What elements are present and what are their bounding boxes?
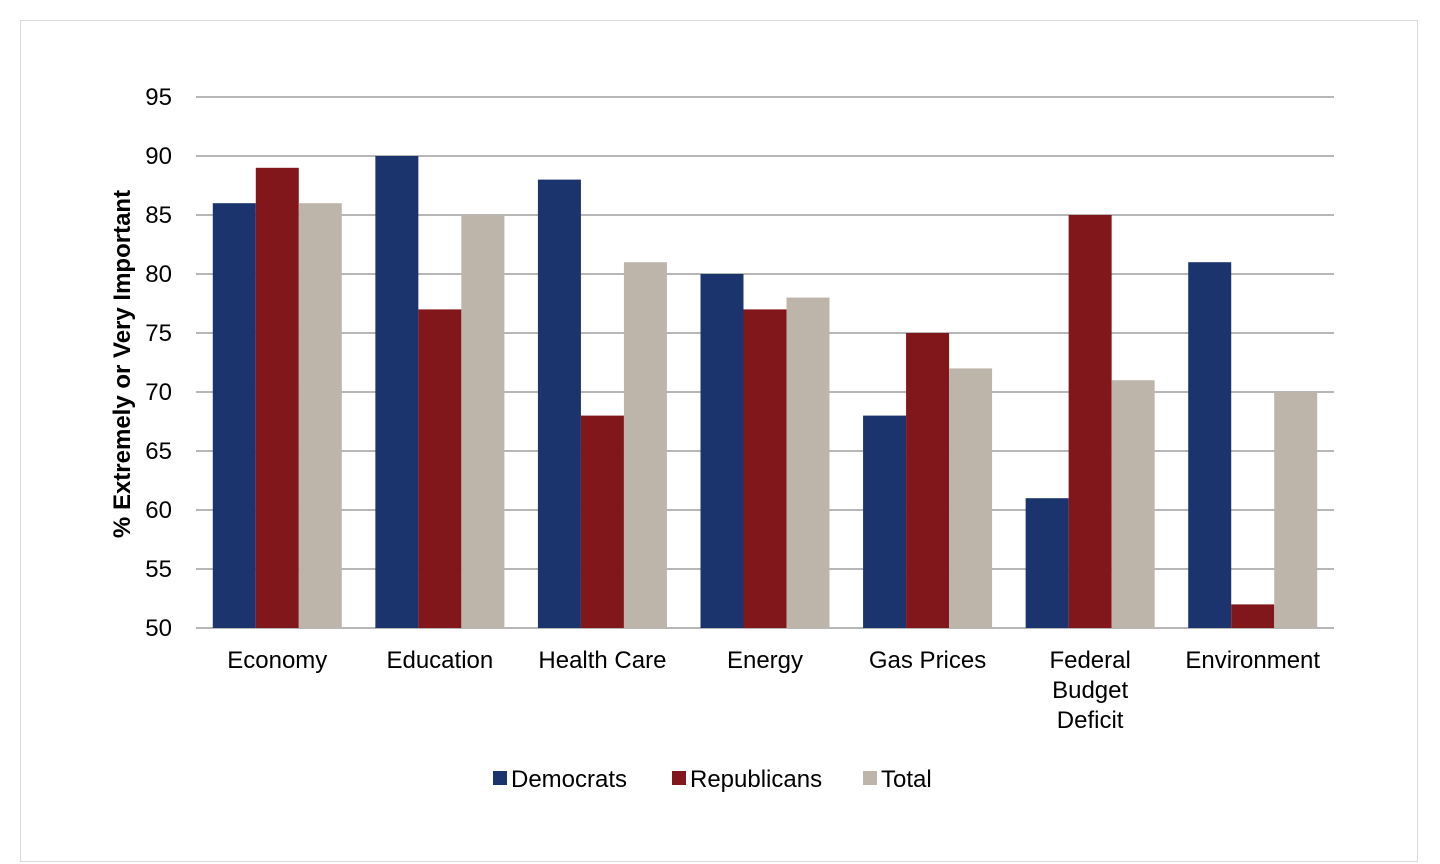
x-category-label: Environment: [1185, 647, 1320, 674]
bar-total: [786, 297, 830, 628]
bar-republicans: [255, 167, 299, 629]
y-tick-label: 50: [145, 615, 172, 642]
bar-total: [1111, 380, 1155, 628]
y-tick-label: 65: [145, 438, 172, 465]
bar-democrats: [700, 274, 744, 628]
bar-total: [623, 262, 667, 628]
bar-republicans: [743, 309, 787, 628]
y-axis-label: % Extremely or Very Important: [109, 190, 136, 538]
bar-democrats: [1025, 498, 1069, 628]
bar-republicans: [418, 309, 462, 628]
y-tick-label: 55: [145, 556, 172, 583]
bar-democrats: [863, 415, 907, 628]
bar-democrats: [375, 156, 419, 628]
y-tick-label: 80: [145, 261, 172, 288]
y-tick-label: 60: [145, 497, 172, 524]
bar-republicans: [1231, 604, 1275, 628]
x-category-label: Gas Prices: [869, 647, 986, 674]
y-tick-label: 85: [145, 202, 172, 229]
x-category-label: Education: [386, 647, 493, 674]
legend-swatch-total: [863, 771, 877, 785]
bar-total: [298, 203, 342, 628]
legend: Democrats Republicans Total: [493, 766, 932, 793]
y-tick-label: 70: [145, 379, 172, 406]
x-category-label: Economy: [227, 647, 327, 674]
x-category-label: Energy: [727, 647, 803, 674]
y-tick-labels: 50 55 60 65 70 75 80 85 90 95: [145, 84, 172, 642]
x-category-label: Federal Budget Deficit: [1049, 647, 1130, 734]
legend-label-democrats: Democrats: [511, 766, 627, 793]
bar-democrats: [212, 203, 256, 628]
bar-total: [949, 368, 993, 628]
y-tick-label: 75: [145, 320, 172, 347]
y-tick-label: 90: [145, 143, 172, 170]
bar-total: [461, 215, 505, 628]
bar-democrats: [537, 179, 581, 628]
x-category-labels: Economy Education Health Care Energy Gas Pri…: [227, 647, 1320, 734]
legend-swatch-republicans: [672, 771, 686, 785]
legend-swatch-democrats: [493, 771, 507, 785]
bar-total: [1274, 392, 1318, 628]
x-category-label: Health Care: [538, 647, 666, 674]
bars: [212, 156, 1318, 629]
bar-republicans: [1068, 215, 1112, 628]
bar-republicans: [906, 333, 950, 628]
bar-democrats: [1188, 262, 1232, 628]
bar-republicans: [580, 415, 624, 628]
y-tick-label: 95: [145, 84, 172, 111]
legend-label-republicans: Republicans: [690, 766, 822, 793]
legend-label-total: Total: [881, 766, 932, 793]
